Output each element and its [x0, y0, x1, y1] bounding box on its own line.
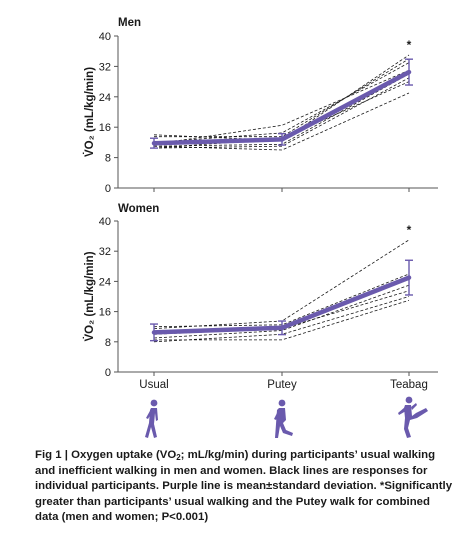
caption-text-after-sub: ; mL/kg/min) during participants’ usual …: [35, 449, 453, 524]
caption-separator: |: [64, 449, 68, 461]
women-panel: Women 0 8 16 24 32 40 V̇O₂ (mL/kg/min) *: [83, 203, 438, 379]
x-category-label: Usual: [139, 379, 168, 391]
caption-subscript: 2: [176, 453, 181, 462]
significance-asterisk: *: [407, 223, 412, 237]
x-category-label: Putey: [267, 379, 297, 391]
y-tick-label: 0: [105, 183, 111, 195]
y-tick-label: 24: [99, 92, 111, 104]
usual-walker-icon: [145, 399, 158, 438]
individual-line: [154, 58, 410, 138]
teabag-walker-icon: [398, 396, 428, 438]
panel-title: Men: [118, 17, 141, 29]
y-axis-label: V̇O₂ (mL/kg/min): [83, 67, 96, 157]
individual-line: [153, 62, 410, 143]
men-panel: Men 0 8 16 24 32 40 V̇O₂ (mL/kg/min) *: [83, 17, 438, 195]
individual-line: [153, 284, 410, 339]
y-tick-label: 16: [99, 122, 111, 134]
y-tick-label: 16: [99, 307, 111, 319]
y-tick-label: 32: [99, 246, 111, 258]
individual-line: [153, 81, 410, 149]
significance-asterisk: *: [407, 38, 412, 52]
figure-caption: Fig 1 | Oxygen uptake (VO2; mL/kg/min) d…: [35, 448, 455, 526]
individual-line: [153, 73, 410, 147]
y-tick-label: 40: [99, 31, 111, 43]
individual-line: [153, 92, 410, 151]
y-tick-label: 24: [99, 276, 111, 288]
figure: Men 0 8 16 24 32 40 V̇O₂ (mL/kg/min) * Women 0 8 16…: [83, 17, 438, 438]
y-tick-label: 8: [105, 337, 111, 349]
caption-fig-label: Fig 1: [35, 449, 62, 461]
individual-line: [153, 296, 410, 343]
mean-line: [151, 69, 412, 146]
mean-line: [151, 275, 412, 335]
x-axis-categories: Usual Putey Teabag: [139, 379, 428, 391]
individual-line: [153, 54, 410, 141]
y-axis-label: V̇O₂ (mL/kg/min): [83, 251, 96, 341]
walker-icons: [145, 396, 428, 438]
individual-line: [153, 239, 410, 329]
y-tick-label: 8: [105, 153, 111, 165]
individual-line: [154, 299, 410, 341]
individual-line: [153, 69, 410, 145]
x-category-label: Teabag: [390, 379, 428, 391]
caption-text-before-sub: Oxygen uptake (VO: [71, 449, 177, 461]
putey-walker-icon: [274, 399, 293, 438]
y-tick-label: 32: [99, 61, 111, 73]
y-tick-label: 0: [105, 367, 111, 379]
panel-title: Women: [118, 203, 159, 215]
individual-line: [153, 273, 410, 328]
y-tick-label: 40: [99, 216, 111, 228]
